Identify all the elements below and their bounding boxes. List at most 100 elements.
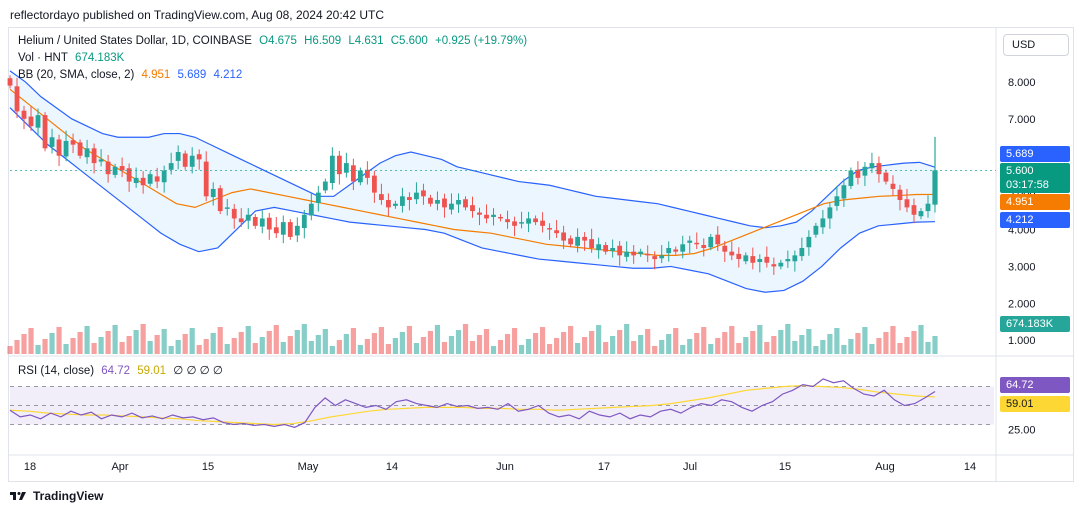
candle-body xyxy=(273,227,279,234)
volume-bar xyxy=(757,325,763,354)
candle-body xyxy=(869,163,875,169)
volume-bar xyxy=(624,324,630,354)
volume-bar xyxy=(406,326,413,354)
candle-body xyxy=(666,247,672,254)
volume-bar xyxy=(70,338,76,354)
volume-bar xyxy=(238,332,244,354)
candle-body xyxy=(729,251,735,256)
candle-body xyxy=(217,188,223,212)
volume-bar xyxy=(918,325,924,354)
candle-body xyxy=(925,203,931,212)
volume-bar xyxy=(140,324,146,354)
candle-body xyxy=(63,140,69,157)
candle-body xyxy=(540,220,545,226)
candle-body xyxy=(512,221,517,226)
volume-bar xyxy=(932,336,938,354)
volume-bar xyxy=(56,327,62,354)
candle-body xyxy=(855,169,861,178)
candle-body xyxy=(491,214,496,217)
candle-body xyxy=(589,239,595,248)
tradingview-footer[interactable]: TradingView xyxy=(10,489,103,503)
volume-bar xyxy=(231,338,237,354)
candle-body xyxy=(133,177,139,184)
legend-rsi-label[interactable]: RSI (14, close) xyxy=(18,365,95,377)
volume-bar xyxy=(336,340,342,354)
legend-rsi-row: RSI (14, close) 64.72 59.01 ∅ ∅ ∅ ∅ xyxy=(18,363,227,377)
volume-bar xyxy=(294,330,300,354)
volume-bar xyxy=(771,336,777,354)
candle-body xyxy=(799,247,805,257)
volume-bar xyxy=(245,326,251,354)
volume-bar xyxy=(217,327,223,354)
volume-bar xyxy=(196,345,202,354)
currency-button[interactable]: USD xyxy=(1003,34,1069,56)
legend-rsi-value: 64.72 xyxy=(101,365,131,377)
volume-bar xyxy=(525,339,532,354)
volume-bar xyxy=(420,337,427,354)
volume-bar xyxy=(350,328,356,354)
candle-body xyxy=(449,203,454,210)
time-axis-label: Apr xyxy=(111,461,128,473)
candle-body xyxy=(631,251,637,256)
candle-body xyxy=(7,78,13,86)
rsi-axis-label: 25.00 xyxy=(1008,424,1036,436)
candle-body xyxy=(645,253,651,256)
candle-body xyxy=(673,249,679,252)
bb-fill xyxy=(10,70,935,293)
candle-body xyxy=(77,142,83,156)
bb-lower-line xyxy=(9,107,936,293)
volume-bar xyxy=(673,328,679,354)
volume-bar xyxy=(617,330,623,354)
candle-body xyxy=(42,115,48,149)
legend-vol-label[interactable]: Vol · HNT xyxy=(18,52,68,64)
volume-bar xyxy=(84,326,90,354)
candle-body xyxy=(329,155,335,184)
candle-body xyxy=(904,199,910,208)
time-axis-label: 14 xyxy=(386,461,398,473)
legend-rsi-extra: ∅ ∅ ∅ ∅ xyxy=(173,365,223,377)
candle-body xyxy=(638,251,644,254)
legend-bb-label[interactable]: BB (20, SMA, close, 2) xyxy=(18,69,135,81)
volume-bar xyxy=(890,326,896,354)
legend-vol-value: 674.183K xyxy=(75,52,125,64)
candle-body xyxy=(238,218,244,223)
candle-body xyxy=(827,207,833,219)
volume-bar xyxy=(687,339,693,354)
candle-body xyxy=(792,255,798,262)
candle-body xyxy=(813,225,819,235)
price-axis-label: 3.000 xyxy=(1008,261,1036,273)
time-axis-label: 15 xyxy=(779,461,791,473)
volume-bar xyxy=(77,332,83,354)
candle-body xyxy=(533,218,538,223)
candle-body xyxy=(680,244,686,252)
published-line: reflectordayo published on TradingView.c… xyxy=(10,8,385,22)
legend-symbol[interactable]: Helium / United States Dollar, 1D, COINB… xyxy=(18,35,252,47)
candle-body xyxy=(806,236,812,248)
volume-bar xyxy=(476,335,483,354)
candle-body xyxy=(287,222,293,237)
volume-bar xyxy=(413,343,420,354)
volume-bar xyxy=(750,331,756,354)
candle-body xyxy=(498,216,503,219)
candle-body xyxy=(750,256,756,263)
candle-body xyxy=(526,218,531,224)
candle-body xyxy=(49,137,55,147)
volume-bar xyxy=(589,331,595,354)
last-price-value: 5.600 xyxy=(1006,165,1034,177)
volume-bar xyxy=(91,343,97,354)
candle-body xyxy=(715,234,721,245)
time-axis-label: 14 xyxy=(964,461,976,473)
volume-bar xyxy=(827,334,833,354)
volume-bar xyxy=(483,329,490,354)
volume-bar xyxy=(652,346,658,354)
time-axis-label: 18 xyxy=(24,461,36,473)
price-axis-label: 1.000 xyxy=(1008,335,1036,347)
footer-brand: TradingView xyxy=(33,489,104,503)
candle-body xyxy=(505,219,510,223)
volume-bar xyxy=(427,331,434,354)
candle-body xyxy=(890,183,896,189)
volume-bar xyxy=(666,334,672,354)
volume-bar xyxy=(792,341,798,354)
volume-bar xyxy=(462,324,469,354)
